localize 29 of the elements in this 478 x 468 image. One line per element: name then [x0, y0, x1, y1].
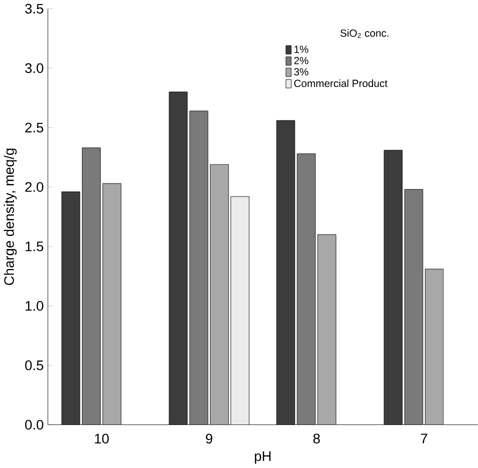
legend-label: Commercial Product	[294, 80, 388, 88]
x-tick-label: 7	[420, 434, 428, 444]
y-tick-label: 2.0	[25, 182, 44, 192]
legend-title: SiO$_{2}$ conc.	[340, 29, 388, 38]
x-tick-label: 8	[313, 434, 320, 444]
y-tick-label: 1.0	[26, 301, 44, 311]
bar	[190, 111, 208, 425]
bar	[61, 192, 80, 425]
legend-label: 3%	[294, 68, 308, 76]
x-tick-label: 10	[94, 434, 109, 444]
legend-label: 1%	[294, 46, 308, 54]
x-axis-title: pH	[254, 452, 271, 464]
bar	[384, 150, 403, 425]
bar	[424, 268, 444, 425]
bar	[168, 92, 188, 425]
y-tick-label: 3.0	[25, 63, 44, 74]
y-tick-label: 0.0	[25, 420, 44, 430]
bar	[276, 120, 296, 425]
bar	[404, 189, 424, 425]
bar	[317, 234, 336, 425]
y-tick-label: 0.5	[25, 360, 44, 370]
bar	[297, 154, 316, 425]
y-tick-label: 3.5	[25, 4, 44, 14]
y-tick-label: 2.5	[25, 122, 44, 133]
y-axis-title: Charge density, meq/g	[4, 148, 17, 286]
x-tick-label: 9	[206, 434, 212, 444]
y-tick-label: 1.5	[26, 242, 44, 252]
legend-label: 2%	[294, 57, 308, 64]
bar	[82, 148, 100, 425]
